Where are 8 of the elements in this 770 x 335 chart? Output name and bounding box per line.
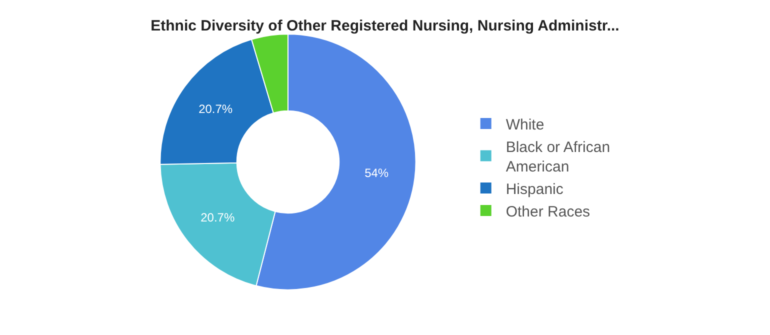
chart-title: Ethnic Diversity of Other Registered Nursing, Nursing Administr... xyxy=(150,18,620,35)
legend-label: Black or African American xyxy=(506,138,610,176)
data-label: 20.7% xyxy=(198,102,233,116)
legend-label: Other Races xyxy=(506,203,590,220)
data-label: 54% xyxy=(364,166,389,180)
legend-label: White xyxy=(506,116,544,134)
data-label: 20.7% xyxy=(200,210,235,224)
legend-label: Hispanic xyxy=(506,180,564,198)
